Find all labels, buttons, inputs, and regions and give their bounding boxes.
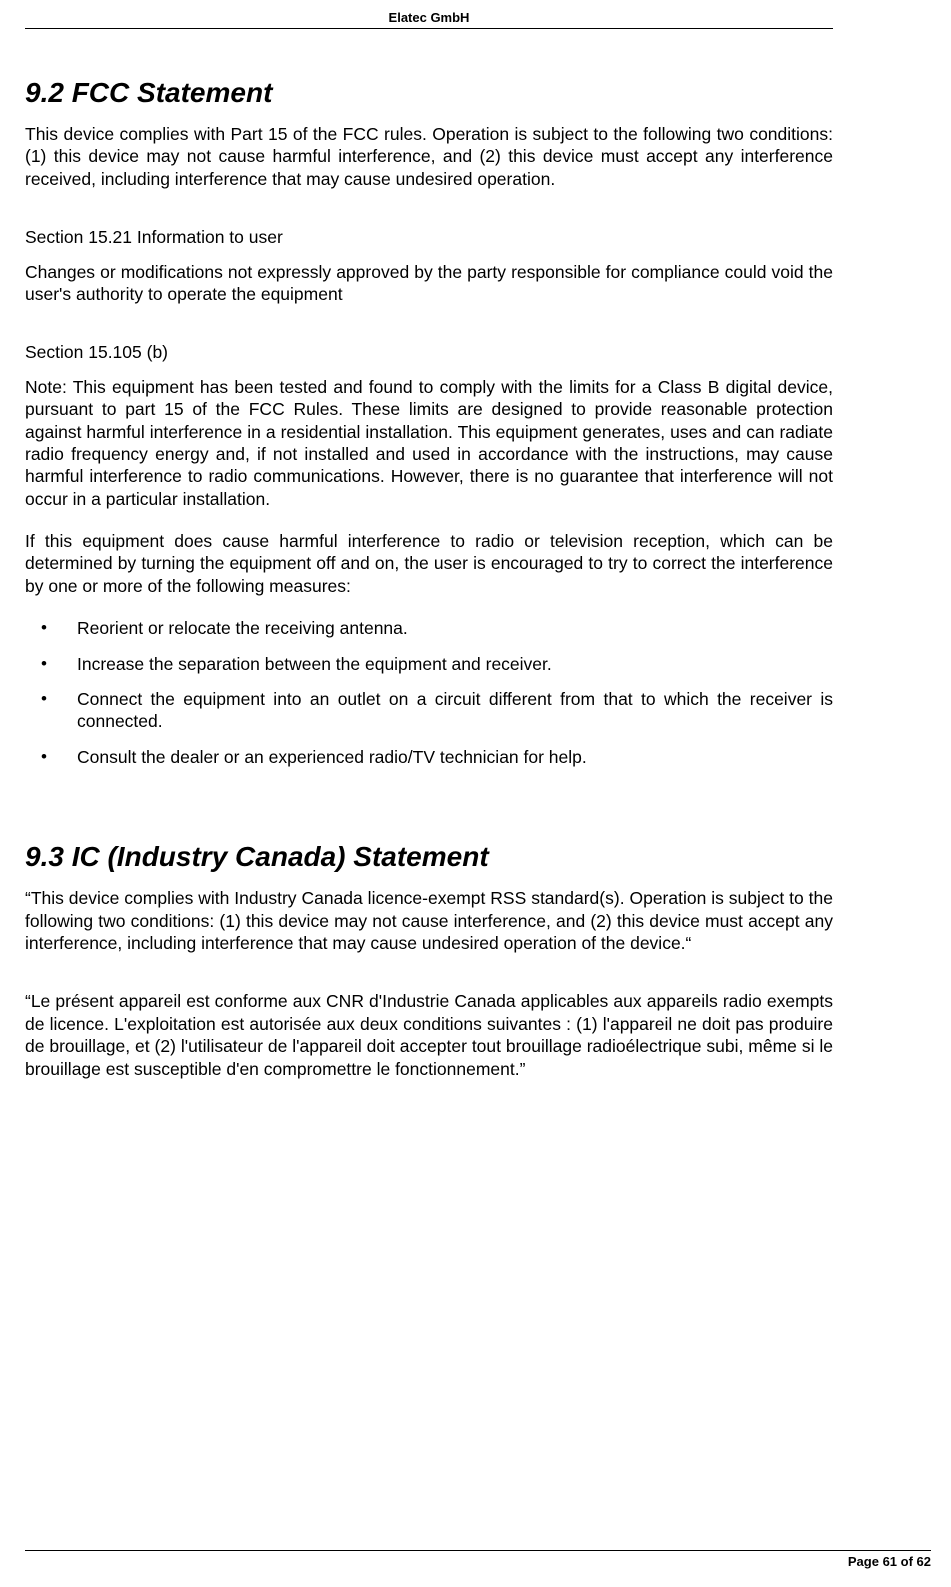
fcc-section-15-105-body1: Note: This equipment has been tested and…	[25, 376, 833, 510]
ic-body-english: “This device complies with Industry Cana…	[25, 887, 833, 954]
fcc-measures-list: Reorient or relocate the receiving anten…	[25, 617, 833, 768]
page-number: Page 61 of 62	[848, 1554, 931, 1569]
page-footer: Page 61 of 62	[25, 1550, 931, 1569]
ic-body-french: “Le présent appareil est conforme aux CN…	[25, 990, 833, 1080]
page-header: Elatec GmbH	[25, 10, 833, 29]
section-spacer	[25, 781, 833, 841]
fcc-section-15-21-body: Changes or modifications not expressly a…	[25, 261, 833, 306]
fcc-section-15-105-body2: If this equipment does cause harmful int…	[25, 530, 833, 597]
heading-ic: 9.3 IC (Industry Canada) Statement	[25, 841, 833, 873]
page-container: Elatec GmbH 9.2 FCC Statement This devic…	[0, 0, 951, 1587]
fcc-intro-paragraph: This device complies with Part 15 of the…	[25, 123, 833, 190]
fcc-section-15-105-title: Section 15.105 (b)	[25, 341, 833, 363]
list-item: Increase the separation between the equi…	[25, 653, 833, 675]
company-name: Elatec GmbH	[389, 10, 470, 25]
list-item: Consult the dealer or an experienced rad…	[25, 746, 833, 768]
list-item: Reorient or relocate the receiving anten…	[25, 617, 833, 639]
fcc-section-15-21-title: Section 15.21 Information to user	[25, 226, 833, 248]
heading-fcc: 9.2 FCC Statement	[25, 77, 833, 109]
list-item: Connect the equipment into an outlet on …	[25, 688, 833, 733]
